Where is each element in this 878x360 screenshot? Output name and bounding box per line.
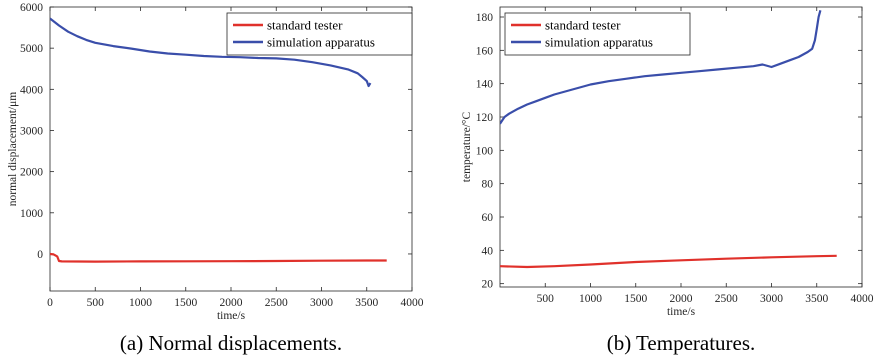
chart-panel-1: 500 1000 1500 2000 2500 3000 3500 4000 20 40 60 80 1… <box>461 6 874 355</box>
legend-box <box>226 12 413 56</box>
x-tick-label: 500 <box>87 297 105 309</box>
y-tick-label: 180 <box>476 12 494 24</box>
x-axis-label: time/s <box>667 306 696 318</box>
x-tick-label: 2500 <box>265 297 288 309</box>
y-tick-label: 120 <box>476 112 494 124</box>
x-tick-label: 1500 <box>174 297 197 309</box>
x-tick-label: 1500 <box>624 293 647 305</box>
x-tick-label: 4000 <box>401 297 424 309</box>
y-tick-label: 80 <box>482 179 494 191</box>
x-tick-label: 0 <box>47 297 53 309</box>
series-line-1 <box>50 17 372 88</box>
x-tick-label: 1000 <box>129 297 152 309</box>
y-tick-label: 3000 <box>20 125 43 137</box>
x-tick-label: 3500 <box>355 297 378 309</box>
series-line-0 <box>500 254 837 269</box>
legend-entry-label: simulation apparatus <box>545 35 653 50</box>
legend: standard tester simulation apparatus <box>226 12 413 56</box>
series-line-0 <box>50 252 387 263</box>
chart-panel-0: 0 500 1000 1500 2000 2500 3000 3500 4000 0 1000 200… <box>7 2 424 355</box>
y-tick-label: 0 <box>37 249 43 261</box>
x-tick-label: 500 <box>537 293 555 305</box>
y-tick-label: 60 <box>482 212 494 224</box>
x-tick-label: 2500 <box>715 293 738 305</box>
y-tick-label: 4000 <box>20 84 43 96</box>
x-tick-label: 4000 <box>851 293 874 305</box>
x-tick-label: 3000 <box>760 293 783 305</box>
x-tick-label: 3500 <box>805 293 828 305</box>
y-tick-label: 20 <box>482 279 494 291</box>
y-tick-label: 160 <box>476 45 494 57</box>
legend-entry-label: standard tester <box>545 18 621 33</box>
y-tick-label: 100 <box>476 145 494 157</box>
x-tick-label: 3000 <box>310 297 333 309</box>
series-line-1 <box>500 10 822 125</box>
figure-caption: (a) Normal displacements. <box>120 331 342 355</box>
x-tick-label: 2000 <box>670 293 693 305</box>
y-axis-label: normal displacement/μm <box>7 92 19 206</box>
legend: standard tester simulation apparatus <box>504 12 691 56</box>
y-tick-label: 5000 <box>20 43 43 55</box>
y-tick-label: 6000 <box>20 2 43 14</box>
y-tick-label: 40 <box>482 245 494 257</box>
y-tick-label: 2000 <box>20 167 43 179</box>
legend-entry-label: standard tester <box>267 18 343 33</box>
x-tick-label: 1000 <box>579 293 602 305</box>
y-axis-label: temperature/°C <box>461 111 473 182</box>
y-tick-label: 1000 <box>20 208 43 220</box>
x-tick-label: 2000 <box>220 297 243 309</box>
legend-box <box>504 12 691 56</box>
figure-caption: (b) Temperatures. <box>607 331 756 355</box>
x-axis-label: time/s <box>217 310 246 322</box>
y-tick-label: 140 <box>476 79 494 91</box>
legend-entry-label: simulation apparatus <box>267 35 375 50</box>
